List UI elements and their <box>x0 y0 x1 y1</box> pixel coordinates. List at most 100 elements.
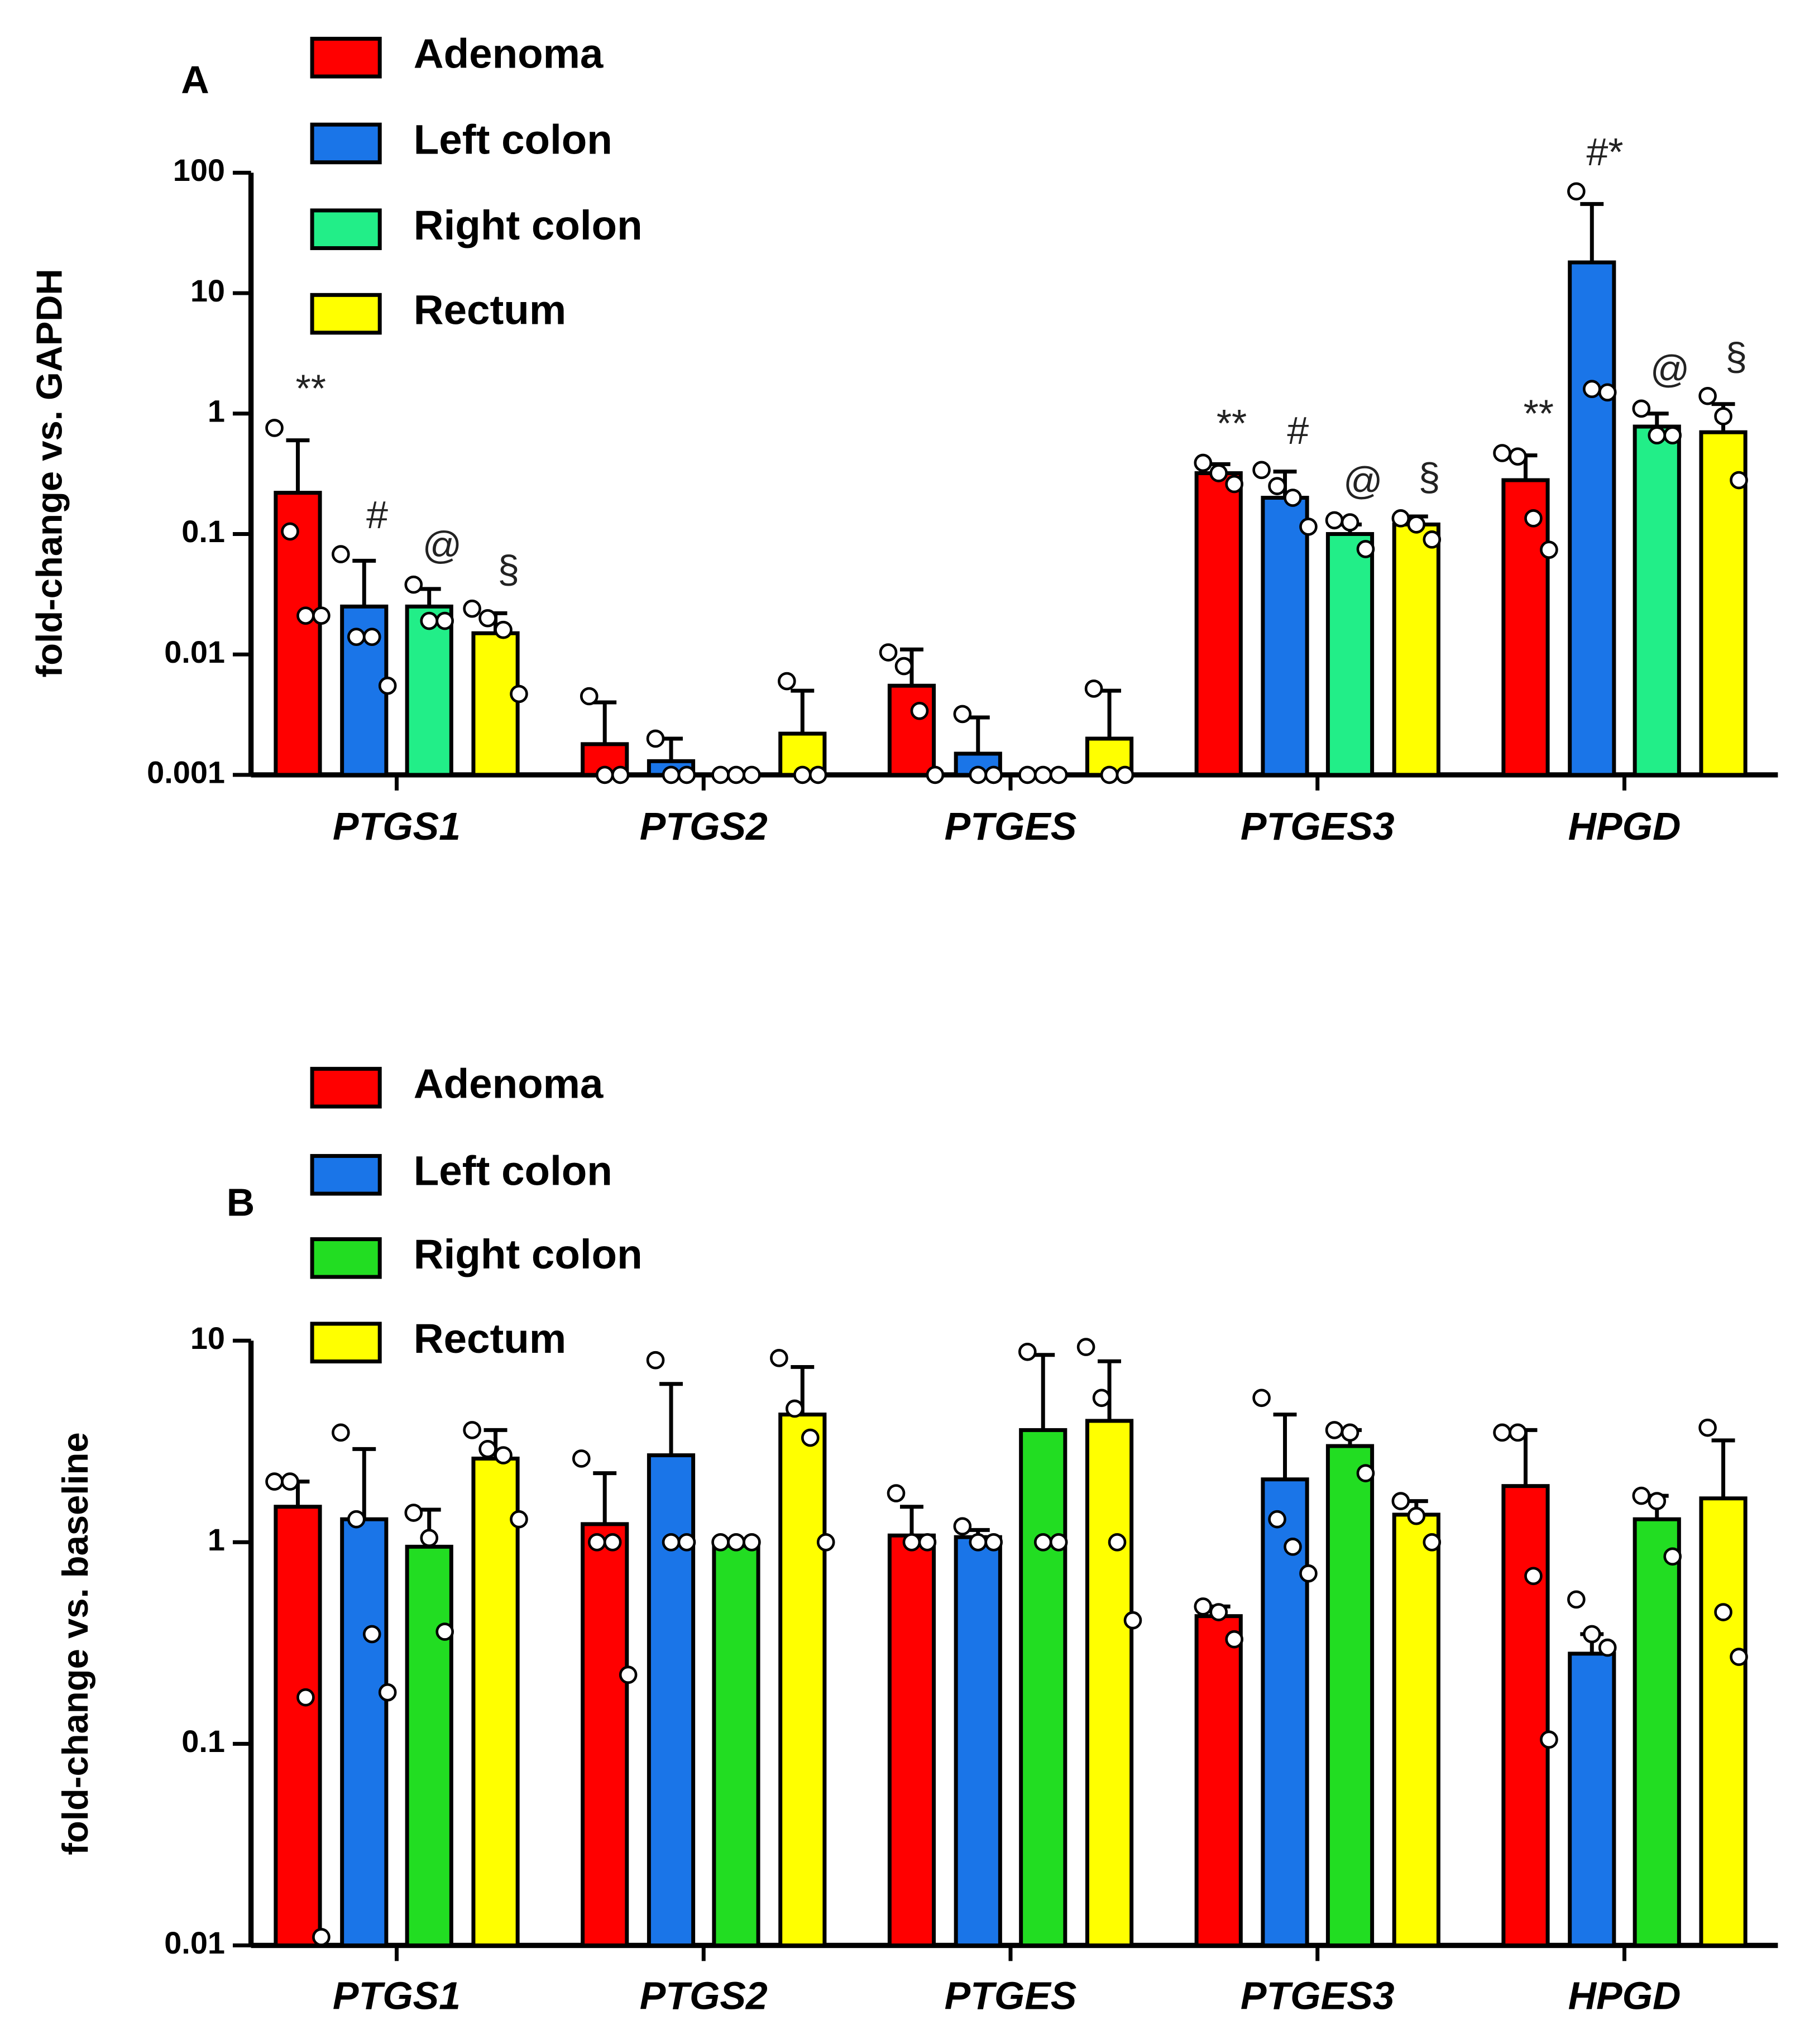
data-point <box>378 676 397 695</box>
data-point <box>1391 1492 1410 1510</box>
significance-mark: ** <box>296 367 326 410</box>
significance-mark: @ <box>1650 347 1690 391</box>
data-point <box>463 1421 481 1439</box>
bar <box>1501 1484 1550 1947</box>
data-point <box>296 606 315 625</box>
data-point <box>808 765 827 784</box>
data-point <box>265 1472 284 1491</box>
data-point <box>1284 489 1302 507</box>
data-point <box>1356 1464 1375 1482</box>
data-point <box>902 1533 921 1552</box>
data-point <box>619 1665 638 1684</box>
data-point <box>1018 765 1037 784</box>
legend-swatch <box>310 1153 382 1196</box>
data-point <box>984 1533 1003 1552</box>
data-point <box>662 1533 681 1552</box>
data-point <box>770 1349 788 1367</box>
data-point <box>727 765 745 784</box>
data-point <box>1582 1625 1601 1644</box>
bar <box>274 1505 322 1947</box>
data-point <box>296 1688 315 1707</box>
data-point <box>1632 1486 1651 1505</box>
bar <box>340 604 389 777</box>
bar <box>1568 1652 1616 1947</box>
data-point <box>677 765 696 784</box>
significance-mark: ** <box>1217 401 1247 445</box>
legend-swatch <box>310 1322 382 1363</box>
data-point <box>281 1472 299 1491</box>
y-axis-label: fold-change vs. baseline <box>55 1432 95 1855</box>
data-point <box>347 628 366 646</box>
data-point <box>510 1510 528 1529</box>
x-tick-label: PTGES3 <box>1241 1974 1395 2017</box>
bar <box>1568 260 1616 777</box>
data-point <box>1194 1597 1213 1616</box>
data-point <box>662 765 681 784</box>
bar <box>471 631 520 777</box>
legend-label: Rectum <box>414 287 566 333</box>
y-tick-label: 1 <box>208 1522 225 1557</box>
bar <box>1261 1477 1309 1947</box>
x-tick-label: HPGD <box>1568 805 1681 848</box>
bar <box>712 1544 760 1947</box>
x-tick-label: PTGES <box>945 805 1077 848</box>
bar <box>1633 424 1681 777</box>
data-point <box>910 701 929 720</box>
data-point <box>1698 386 1717 405</box>
data-point <box>1341 513 1359 532</box>
legend-label: Adenoma <box>414 31 604 77</box>
data-point <box>1509 447 1527 466</box>
bar <box>340 1517 389 1947</box>
data-point <box>894 657 913 676</box>
data-point <box>1524 509 1543 528</box>
significance-mark: § <box>1419 455 1440 499</box>
bar <box>1392 522 1440 777</box>
data-point <box>801 1428 820 1447</box>
bar <box>274 491 322 777</box>
y-axis-label: fold-change vs. GAPDH <box>28 269 69 677</box>
bar <box>1194 471 1243 777</box>
data-point <box>1033 1533 1052 1552</box>
data-point <box>887 1484 906 1502</box>
data-point <box>1493 1423 1511 1442</box>
data-point <box>572 1449 591 1468</box>
significance-mark: § <box>1725 334 1747 378</box>
bar <box>581 1522 629 1947</box>
legend-label: Right colon <box>414 1231 643 1277</box>
legend-swatch <box>310 293 382 335</box>
data-point <box>1325 511 1344 530</box>
data-point <box>727 1533 745 1552</box>
data-point <box>1252 461 1271 480</box>
data-point <box>711 1533 730 1552</box>
data-point <box>1648 1492 1667 1510</box>
data-point <box>332 1423 350 1442</box>
data-point <box>969 765 988 784</box>
data-point <box>1076 1338 1095 1356</box>
data-point <box>953 1517 972 1536</box>
data-point <box>1100 765 1119 784</box>
legend-label: Left colon <box>414 116 612 162</box>
bar <box>778 1413 827 1947</box>
bar <box>1633 1517 1681 1947</box>
data-point <box>1325 1421 1344 1439</box>
significance-mark: @ <box>1343 459 1383 502</box>
data-point <box>1299 518 1318 536</box>
data-point <box>1493 444 1511 462</box>
significance-mark: # <box>366 493 388 537</box>
data-point <box>1018 1342 1037 1361</box>
data-point <box>1391 509 1410 528</box>
y-tick-label: 0.01 <box>164 1925 225 1960</box>
data-point <box>587 1533 606 1552</box>
data-point <box>435 1622 454 1641</box>
legend-label: Right colon <box>414 202 643 248</box>
y-tick-label: 0.01 <box>164 634 225 669</box>
data-point <box>711 765 730 784</box>
data-point <box>494 1446 513 1464</box>
bar <box>1325 532 1375 777</box>
legend-swatch <box>310 1237 382 1279</box>
data-point <box>312 606 331 625</box>
data-point <box>265 419 284 437</box>
data-point <box>1540 1730 1558 1749</box>
data-point <box>580 687 599 706</box>
significance-mark: # <box>1287 409 1309 452</box>
